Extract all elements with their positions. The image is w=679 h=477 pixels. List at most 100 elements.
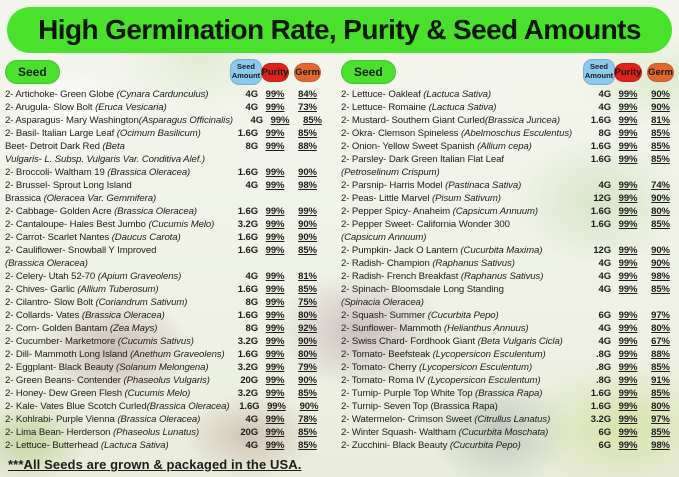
latin-name: (Brassica Juncea) [484, 115, 560, 126]
seed-name-text: 2- Turnip- Seven Top (Brassica Rapa) [341, 401, 498, 412]
germ-header-badge: Germ [647, 62, 674, 82]
latin-name: (Lactuca Sativa) [423, 89, 491, 100]
seed-amount-value: 4G [245, 440, 259, 451]
latin-name: (Oleracea Var. Gemmifera) [43, 193, 157, 204]
seed-row: 2- Lettuce- Romaine (Lactuca Sativa) 4G 99… [341, 101, 676, 114]
germ-value: 90% [298, 232, 317, 243]
seed-amount-value: 3.2G [237, 362, 258, 373]
seed-row: 2- Tomato- Cherry (Lycopersicon Esculent… [341, 361, 676, 374]
latin-name: (Raphanus Sativus) [460, 271, 544, 282]
seed-name-text: 2- Cabbage- Golden Acre [5, 206, 115, 217]
seed-name-text: 2- Zucchini- Black Beauty [341, 440, 450, 451]
latin-name: (Cucurbita Pepo) [449, 440, 521, 451]
purity-value: 99% [618, 401, 638, 412]
purity-value: 99% [618, 89, 638, 100]
seed-name-text: 2- Sunflower- Mammoth [341, 323, 444, 334]
seed-name: 2- Watermelon- Crimson Sweet (Citrullus … [341, 413, 581, 426]
seed-amount-value: 20G [240, 427, 258, 438]
seed-name-text: 2- Squash- Summer [341, 310, 428, 321]
seed-row: 2- Lettuce- Oakleaf (Lactuca Sativa) 4G 99… [341, 88, 676, 101]
seed-name-text: 2- Watermelon- Crimson Sweet [341, 414, 475, 425]
purity-value: 99% [265, 375, 285, 386]
seed-name: 2- Honey- Dew Green Flesh (Cucumis Melo) [5, 387, 228, 400]
purity-value: 99% [265, 102, 285, 113]
germ-value: 85% [651, 284, 670, 295]
seed-amount-value: 1.6G [590, 154, 611, 165]
seed-amount-value: 1.6G [590, 401, 611, 412]
usa-grown-note: ***All Seeds are grown & packaged in the… [8, 457, 302, 472]
seed-name-text: 2- Artichoke- Green Globe [5, 89, 117, 100]
seed-name: 2- Pumpkin- Jack O Lantern (Cucurbita Ma… [341, 244, 581, 257]
purity-header-badge: Purity [261, 62, 289, 82]
purity-value: 99% [618, 115, 638, 126]
seed-name: 2- Dill- Mammoth Long Island (Anethum Gr… [5, 348, 228, 361]
seed-name: Beet- Detroit Dark Red (Beta Vulgaris- L.… [5, 140, 228, 166]
seed-name-text: 2- Spinach- Bloomsdale Long Standing [341, 284, 504, 295]
purity-value: 99% [265, 414, 285, 425]
seed-amount-value: 12G [593, 193, 611, 204]
seed-row: 2- Asparagus- Mary Washington(Asparagus … [5, 114, 323, 127]
seed-name-text: 2- Parsley- Dark Green Italian Flat Leaf [341, 154, 504, 165]
seed-name-text: 2- Tomato- Cherry [341, 362, 419, 373]
seed-name: 2- Kohlrabi- Purple Vienna (Brassica Ole… [5, 413, 228, 426]
seed-name-text: 2- Turnip- Purple Top White Top [341, 388, 476, 399]
seed-row: 2- Broccoli- Waltham 19 (Brassica Olerac… [5, 166, 323, 179]
purity-value: 99% [618, 349, 638, 360]
seed-name: 2- Celery- Utah 52-70 (Apium Graveolens) [5, 270, 228, 283]
seed-name-text: 2- Lettuce- Oakleaf [341, 89, 424, 100]
seed-name-text: 2- Asparagus- Mary Washington [5, 115, 139, 126]
seed-name: 2- Cauliflower- Snowball Y Improved (Bras… [5, 244, 228, 270]
seed-name: 2- Lettuce- Butterhead (Lactuca Sativa) [5, 439, 228, 452]
seed-row: 2- Collards- Vates (Brassica Oleracea) 1.… [5, 309, 323, 322]
seed-row: 2- Pepper Sweet- California Wonder 300 (C… [341, 218, 676, 244]
seed-name-text: 2- Collards- Vates [5, 310, 82, 321]
latin-name: (Phaseolus Vulgaris) [123, 375, 210, 386]
latin-name: (Anethum Graveolens) [130, 349, 225, 360]
seed-name: 2- Brussel- Sprout Long Island Brassica (… [5, 179, 228, 205]
latin-name: (Lycopersicon Esculentum) [427, 375, 541, 386]
germ-value: 88% [651, 349, 670, 360]
seed-name: 2- Swiss Chard- Fordhook Giant (Beta Vul… [341, 335, 581, 348]
seed-amount-value: 4G [598, 102, 612, 113]
purity-value: 99% [618, 141, 638, 152]
latin-name: (Capsicum Annuum) [341, 232, 427, 243]
germ-value: 85% [651, 219, 670, 230]
germ-value: 80% [651, 401, 670, 412]
seed-header-badge: Seed [5, 60, 60, 84]
seed-amount-value: 1.6G [590, 206, 611, 217]
latin-name: (Cynara Cardunculus) [116, 89, 209, 100]
latin-name: (Coriandrum Sativum) [95, 297, 188, 308]
seed-name-text: 2- Dill- Mammoth Long Island [5, 349, 131, 360]
seed-name-text: 2- Lettuce- Butterhead [5, 440, 101, 451]
germ-value: 80% [651, 206, 670, 217]
purity-value: 99% [265, 323, 285, 334]
germ-value: 90% [298, 336, 317, 347]
seed-row: 2- Artichoke- Green Globe (Cynara Cardun… [5, 88, 323, 101]
column-header-row: Seed Seed Amount Purity Germ [5, 57, 323, 87]
latin-name: (Phaseolus Lunatus) [112, 427, 200, 438]
purity-value: 99% [265, 427, 285, 438]
germ-value: 90% [651, 258, 670, 269]
seed-row: 2- Radish- French Breakfast (Raphanus Sa… [341, 270, 676, 283]
purity-value: 99% [618, 258, 638, 269]
germ-value: 90% [651, 245, 670, 256]
seed-name: 2- Turnip- Seven Top (Brassica Rapa) [341, 400, 581, 413]
seed-row: 2- Basil- Italian Large Leaf (Ocimum Bas… [5, 127, 323, 140]
latin-name: (Cucurbita Maxima) [460, 245, 543, 256]
germ-value: 97% [651, 310, 670, 321]
seed-name: 2- Artichoke- Green Globe (Cynara Cardun… [5, 88, 228, 101]
latin-name: (Spinacia Oleracea) [341, 297, 424, 308]
purity-value: 99% [265, 362, 285, 373]
germ-value: 85% [298, 128, 317, 139]
seed-name: 2- Mustard- Southern Giant Curled(Brassi… [341, 114, 581, 127]
latin-name: (Eruca Vesicaria) [95, 102, 167, 113]
latin-name: (Pisum Sativum) [432, 193, 501, 204]
seed-name-text: 2- Parsnip- Harris Model [341, 180, 446, 191]
purity-value: 99% [618, 206, 638, 217]
seed-row: 2- Kohlrabi- Purple Vienna (Brassica Ole… [5, 413, 323, 426]
seed-row: 2- Winter Squash- Waltham (Cucurbita Mos… [341, 426, 676, 439]
germ-value: 85% [298, 388, 317, 399]
germ-value: 81% [298, 271, 317, 282]
seed-amount-value: 1.6G [590, 219, 611, 230]
